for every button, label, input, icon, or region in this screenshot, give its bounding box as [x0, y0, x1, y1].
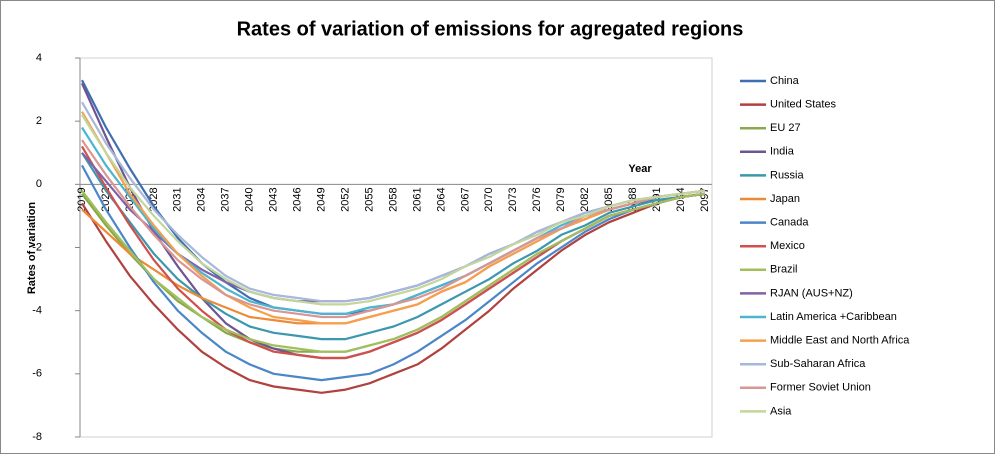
x-tick-label: 2067	[459, 187, 471, 211]
y-tick-label: -2	[32, 241, 42, 253]
series-line	[81, 192, 706, 394]
x-tick-label: 2073	[507, 187, 519, 211]
x-tick-label: 2076	[531, 187, 543, 211]
y-tick-label: -4	[32, 305, 42, 317]
x-tick-label: 2094	[675, 187, 687, 211]
legend-label: Canada	[770, 217, 809, 229]
x-tick-label: 2061	[411, 187, 423, 211]
x-tick-label: 2043	[268, 187, 280, 211]
x-tick-label: 2049	[316, 187, 328, 211]
x-tick-label: 2082	[579, 187, 591, 211]
y-tick-label: -8	[32, 431, 42, 443]
legend-label: China	[770, 75, 800, 87]
legend-label: India	[770, 146, 795, 158]
y-tick-label: 4	[36, 52, 42, 64]
x-tick-label: 2055	[363, 187, 375, 211]
legend-label: EU 27	[770, 122, 801, 134]
series-line	[81, 152, 706, 341]
legend-label: Brazil	[770, 264, 798, 276]
legend-label: RJAN (AUS+NZ)	[770, 287, 853, 299]
x-tick-label: 2034	[196, 187, 208, 211]
legend-label: United States	[770, 99, 837, 111]
series-line	[81, 190, 706, 353]
legend-label: Asia	[770, 405, 792, 417]
series-line	[81, 164, 706, 382]
x-axis-title: Year	[628, 163, 652, 175]
x-tick-label: 2046	[292, 187, 304, 211]
legend-label: Latin America +Caribbean	[770, 311, 897, 323]
legend-label: Russia	[770, 169, 805, 181]
y-tick-label: 2	[36, 115, 42, 127]
x-tick-label: 2079	[555, 187, 567, 211]
x-tick-label: 2037	[220, 187, 232, 211]
x-tick-label: 2064	[435, 187, 447, 211]
legend-label: Middle East and North Africa	[770, 335, 910, 347]
x-tick-label: 2040	[244, 187, 256, 211]
legend-label: Japan	[770, 193, 800, 205]
x-tick-label: 2070	[483, 187, 495, 211]
legend-label: Sub-Saharan Africa	[770, 358, 866, 370]
series-line	[81, 114, 706, 306]
y-tick-label: 0	[36, 178, 42, 190]
series-line	[81, 139, 706, 319]
chart-title: Rates of variation of emissions for agre…	[237, 18, 744, 40]
x-tick-label: 2058	[387, 187, 399, 211]
y-tick-label: -6	[32, 368, 42, 380]
x-tick-label: 2052	[339, 187, 351, 211]
legend-label: Former Soviet Union	[770, 382, 871, 394]
legend-label: Mexico	[770, 240, 805, 252]
y-axis-title: Rates of variation	[26, 202, 38, 295]
x-tick-label: 2031	[172, 187, 184, 211]
